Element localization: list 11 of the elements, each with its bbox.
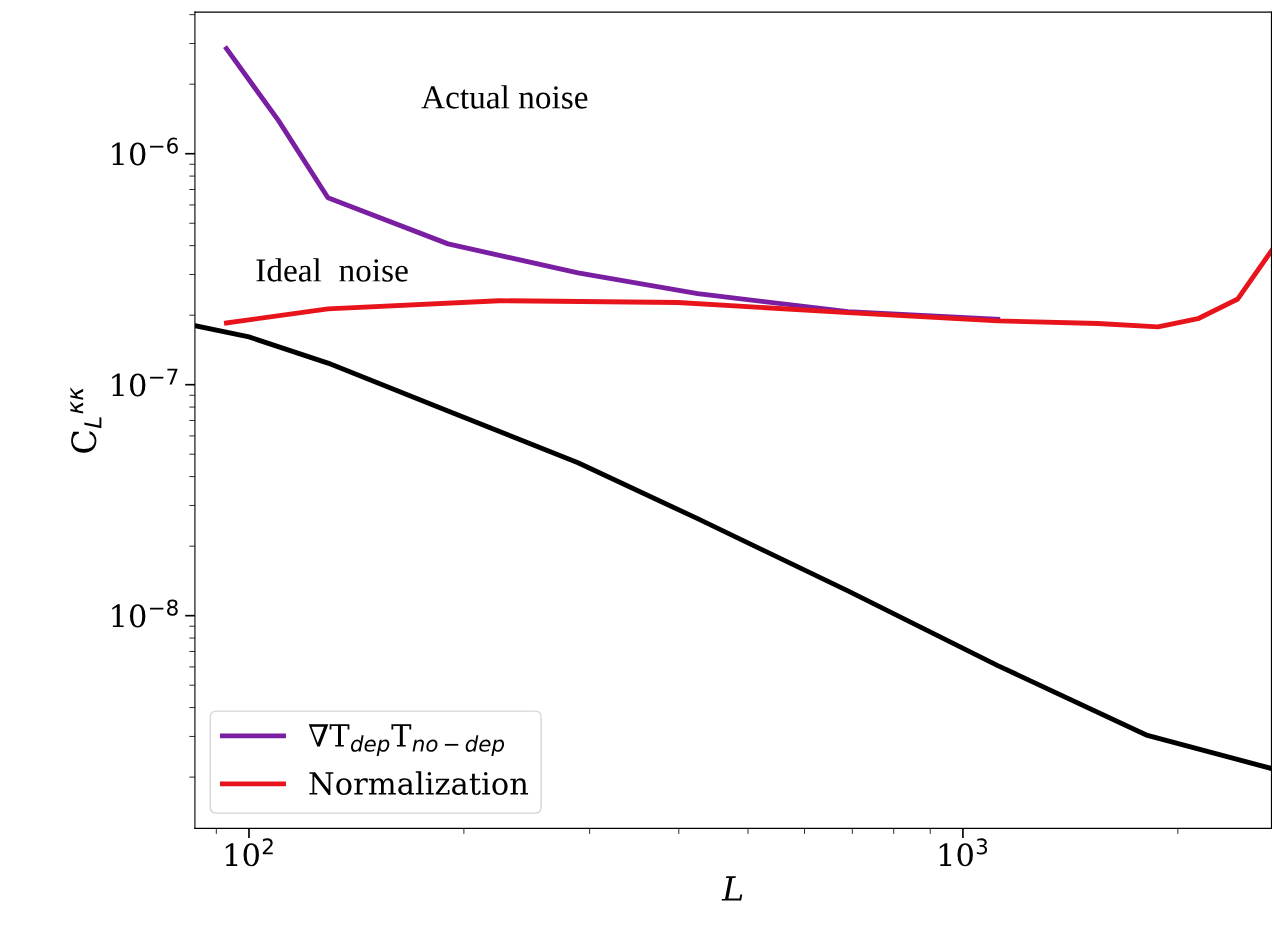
x-axis-title: L (721, 876, 743, 901)
y-axis-title: C$_{L}$$^{κκ}$ (70, 387, 102, 453)
y-tick-label: 10$^{−7}$ (112, 368, 178, 397)
x-tick-label: 10$^{3}$ (939, 838, 988, 867)
annotation: Actual noise (421, 85, 588, 109)
legend-label: Normalization (309, 771, 529, 795)
y-tick-label: 10$^{−8}$ (112, 599, 178, 628)
legend-label: ∇T$_{dep}$T$_{no−dep}$ (308, 724, 505, 756)
y-tick-label: 10$^{−6}$ (112, 137, 178, 166)
annotation: Ideal noise (256, 258, 408, 282)
x-tick-label: 10$^{2}$ (225, 838, 273, 867)
